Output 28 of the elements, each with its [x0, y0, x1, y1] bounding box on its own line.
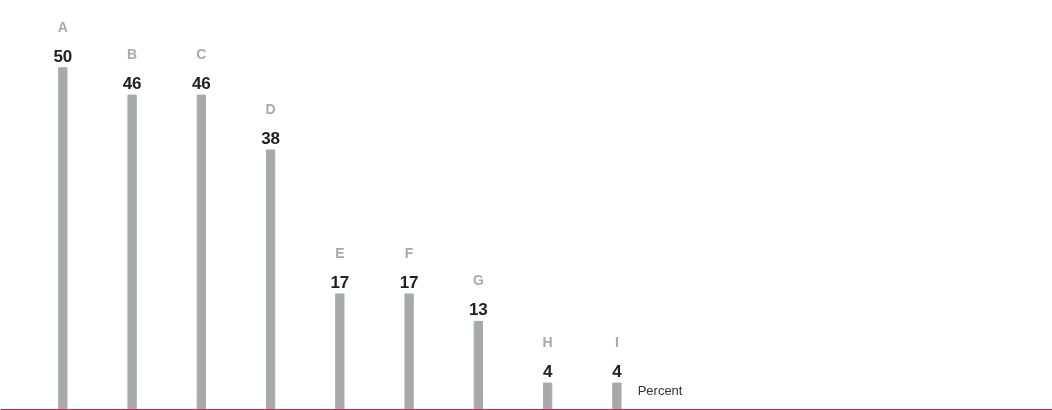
bar	[127, 94, 137, 410]
bar	[542, 382, 553, 410]
bar	[404, 293, 414, 410]
x-tick-label: A	[57, 18, 68, 35]
data-label: 50	[53, 46, 73, 66]
x-tick-label: G	[472, 272, 484, 289]
data-label: 4	[612, 362, 623, 382]
data-label: 38	[261, 128, 281, 148]
data-label: 17	[399, 272, 419, 292]
bar	[265, 149, 276, 410]
x-tick-label: H	[542, 333, 553, 350]
annotation: Percent	[637, 383, 683, 399]
x-tick-label: B	[127, 46, 138, 63]
bar	[196, 94, 206, 410]
x-tick-label: D	[265, 100, 276, 117]
data-label: 46	[191, 74, 211, 94]
x-tick-label: C	[196, 46, 207, 63]
data-label: 46	[122, 74, 142, 94]
data-label: 13	[468, 300, 488, 320]
data-label: 17	[330, 272, 350, 292]
x-tick-label: E	[335, 244, 345, 261]
data-label: 4	[542, 362, 553, 382]
bar	[612, 382, 622, 410]
bar	[58, 67, 68, 410]
bar	[473, 320, 484, 410]
bar	[335, 293, 345, 410]
x-tick-label: F	[404, 244, 414, 261]
x-tick-label: I	[614, 333, 619, 350]
